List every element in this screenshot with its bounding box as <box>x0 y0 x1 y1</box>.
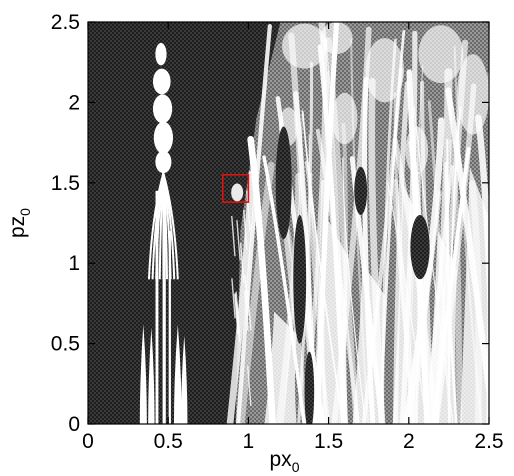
white-stem <box>155 190 159 424</box>
white-blob <box>320 22 353 55</box>
x-axis: 0 0.5 1 1.5 2 2.5 <box>82 22 504 453</box>
dense-patch <box>410 214 430 280</box>
white-filament <box>239 242 245 284</box>
y-tick-label: 0 <box>68 413 80 436</box>
white-streak <box>237 161 275 424</box>
left-column <box>139 42 188 424</box>
x-tick-label: 0.5 <box>154 430 183 453</box>
phase-map-structures <box>139 22 512 432</box>
y-tick-label: 0.5 <box>51 333 80 356</box>
y-axis: 0 0.5 1 1.5 2 2.5 <box>51 11 489 436</box>
white-spike <box>148 327 155 424</box>
x-tick-label: 2 <box>403 430 415 453</box>
white-stem <box>168 231 171 424</box>
white-blob <box>282 23 327 69</box>
white-filament <box>246 290 252 331</box>
y-tick-label: 2.5 <box>51 11 80 34</box>
x-tick-label: 0 <box>82 430 94 453</box>
white-filament <box>231 278 236 319</box>
plot-area <box>88 22 512 432</box>
white-lobe <box>152 68 171 95</box>
white-streak <box>475 114 489 357</box>
white-streak <box>297 61 314 424</box>
dense-patch <box>304 351 315 424</box>
white-blob <box>456 54 489 135</box>
white-filament <box>243 290 249 331</box>
white-band <box>428 231 457 424</box>
white-band <box>264 311 297 424</box>
white-band <box>315 214 348 424</box>
white-filament <box>231 215 236 257</box>
y-axis-label: pz0 <box>6 208 33 238</box>
white-blob <box>331 92 358 145</box>
white-spike <box>173 324 182 424</box>
white-filament <box>236 220 241 261</box>
white-blob <box>365 38 404 103</box>
white-lobe <box>152 94 173 124</box>
white-filament <box>246 190 251 231</box>
highlight-blob <box>231 183 244 202</box>
white-streak <box>487 72 489 147</box>
white-blob <box>418 25 464 84</box>
plot-frame <box>87 21 490 425</box>
white-filament <box>246 365 252 407</box>
x-axis-label-text: px <box>270 448 293 471</box>
central-structures <box>231 183 252 407</box>
white-streak <box>488 110 489 133</box>
white-filament <box>243 209 248 251</box>
x-tick-label: 1 <box>243 430 255 453</box>
y-axis-label-subscript: 0 <box>17 208 33 216</box>
white-streak <box>312 179 326 424</box>
white-streak <box>226 170 256 424</box>
white-spike <box>181 335 188 424</box>
x-tick-label: 1.5 <box>314 430 343 453</box>
x-tick-label: 2.5 <box>474 430 503 453</box>
white-stem <box>162 179 166 424</box>
dense-patch <box>275 126 292 240</box>
y-tick-label: 1.5 <box>51 172 80 195</box>
white-streak <box>325 37 360 424</box>
white-filament <box>234 294 239 335</box>
x-axis-label: px0 <box>270 448 300 475</box>
white-band <box>460 166 489 424</box>
white-spike <box>139 324 147 424</box>
x-axis-label-subscript: 0 <box>292 459 300 475</box>
dense-patch <box>293 214 307 344</box>
y-tick-label: 2 <box>68 91 80 114</box>
white-band <box>352 263 385 424</box>
y-axis-label-text: pz <box>6 216 29 238</box>
white-lobe <box>155 150 172 174</box>
white-lobe <box>153 121 174 154</box>
dense-patch <box>354 166 368 215</box>
white-filament <box>244 275 249 316</box>
highlight-box <box>221 173 250 203</box>
y-tick-label: 1 <box>68 252 80 275</box>
white-streak <box>493 79 512 432</box>
white-blob <box>405 126 429 175</box>
white-filament <box>235 301 241 343</box>
white-streak <box>262 155 306 424</box>
white-lobe <box>155 42 167 66</box>
